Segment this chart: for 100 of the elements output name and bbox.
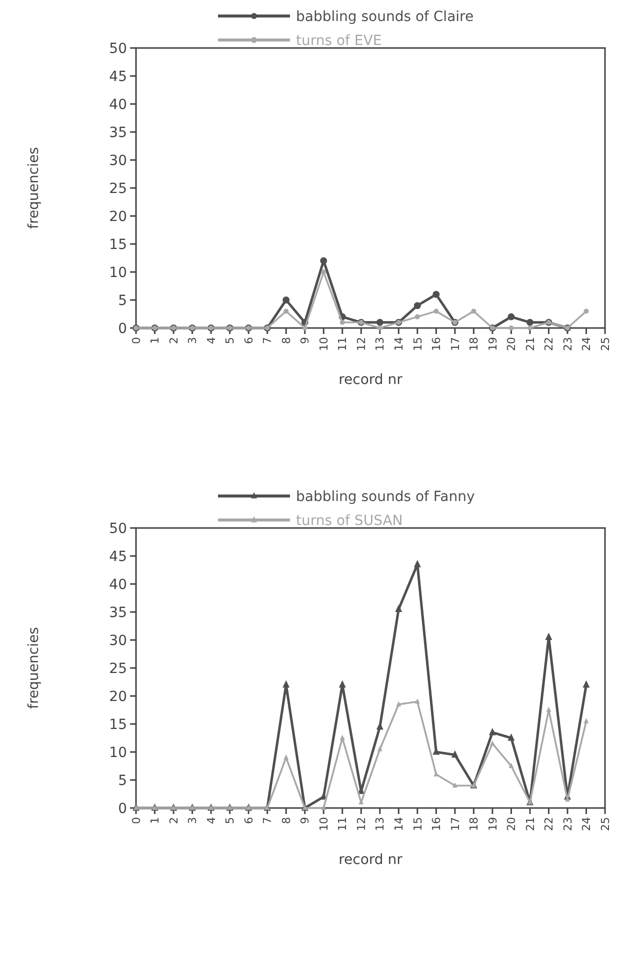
- point: [320, 257, 328, 264]
- x-tick-label: 10: [317, 337, 330, 351]
- x-tick-label: 4: [204, 817, 218, 824]
- y-tick-label: 45: [109, 68, 127, 85]
- x-tick-label: 17: [448, 817, 462, 831]
- x-tick-label: 24: [580, 817, 594, 831]
- point: [490, 740, 495, 746]
- y-tick-label: 30: [109, 152, 127, 169]
- point: [527, 326, 532, 330]
- point: [414, 302, 421, 310]
- x-tick-label: 8: [280, 817, 293, 824]
- y-tick-label: 20: [109, 688, 127, 705]
- y-axis-title: frequencies: [26, 627, 42, 709]
- point: [321, 804, 326, 810]
- point: [508, 326, 514, 330]
- y-axis-title: frequencies: [26, 147, 42, 229]
- y-tick-label: 50: [109, 40, 127, 57]
- y-tick-label: 10: [109, 264, 127, 281]
- y-tick-label: 30: [109, 632, 127, 649]
- x-tick-label: 16: [430, 817, 444, 831]
- x-tick-label: 17: [448, 337, 462, 351]
- x-tick-label: 2: [167, 817, 180, 824]
- point: [376, 318, 384, 326]
- x-tick-label: 15: [411, 817, 424, 831]
- x-tick-label: 9: [298, 817, 312, 824]
- point: [377, 326, 382, 330]
- point: [340, 734, 345, 740]
- point: [508, 313, 515, 320]
- y-tick-label: 10: [109, 744, 127, 761]
- y-tick-label: 15: [109, 236, 127, 253]
- point: [488, 728, 496, 736]
- x-tick-label: 10: [317, 817, 330, 831]
- point: [358, 799, 364, 804]
- x-tick-label: 14: [392, 337, 406, 351]
- x-tick-label: 23: [561, 817, 574, 831]
- x-tick-label: 5: [224, 817, 237, 824]
- x-tick-label: 24: [580, 337, 594, 351]
- point: [414, 698, 420, 704]
- x-tick-label: 20: [505, 817, 518, 831]
- x-tick-label: 3: [186, 817, 200, 824]
- x-tick-label: 13: [374, 817, 387, 831]
- text: turns of SUSAN: [296, 513, 403, 529]
- point: [432, 290, 440, 298]
- point: [396, 701, 402, 706]
- x-tick-label: 9: [298, 337, 312, 344]
- point: [451, 750, 458, 758]
- point: [376, 722, 384, 730]
- point: [584, 308, 589, 314]
- y-tick-label: 50: [109, 520, 127, 537]
- text: turns of EVE: [296, 33, 382, 49]
- x-axis-title: record nr: [338, 852, 403, 868]
- point: [414, 314, 420, 320]
- x-tick-label: 19: [486, 337, 500, 351]
- y-tick-label: 15: [109, 716, 127, 733]
- x-tick-label: 6: [242, 337, 256, 344]
- x-tick-label: 12: [354, 337, 368, 351]
- point: [284, 754, 289, 760]
- y-tick-label: 20: [109, 208, 127, 225]
- y-tick-label: 5: [118, 772, 127, 789]
- point: [584, 718, 589, 724]
- point: [471, 308, 476, 314]
- text: babbling sounds of Fanny: [296, 489, 475, 505]
- x-tick-label: 7: [261, 817, 274, 824]
- y-tick-label: 35: [109, 604, 127, 621]
- x-tick-label: 0: [130, 337, 143, 344]
- x-tick-label: 3: [186, 337, 200, 344]
- x-tick-label: 7: [261, 337, 274, 344]
- x-tick-label: 0: [130, 817, 143, 824]
- point: [302, 326, 308, 330]
- point: [282, 680, 290, 688]
- x-tick-label: 6: [242, 817, 256, 824]
- x-tick-label: 2: [167, 337, 180, 344]
- y-tick-label: 40: [109, 96, 127, 113]
- x-tick-label: 21: [524, 817, 537, 831]
- point: [546, 706, 552, 712]
- point: [545, 632, 552, 640]
- y-tick-label: 35: [109, 124, 127, 141]
- x-tick-label: 21: [524, 337, 537, 351]
- y-tick-label: 45: [109, 548, 127, 565]
- x-tick-label: 5: [224, 337, 237, 344]
- y-tick-label: 40: [109, 576, 127, 593]
- x-tick-label: 11: [336, 817, 350, 831]
- text: babbling sounds of Claire: [296, 9, 474, 25]
- point: [321, 270, 326, 274]
- point: [395, 604, 402, 612]
- x-tick-label: 12: [354, 817, 368, 831]
- x-tick-label: 14: [392, 817, 406, 831]
- x-tick-label: 18: [468, 337, 481, 351]
- point: [282, 296, 290, 304]
- x-tick-label: 1: [148, 817, 162, 824]
- point: [452, 782, 458, 788]
- x-tick-label: 25: [598, 817, 612, 831]
- x-tick-label: 22: [542, 817, 556, 831]
- y-tick-label: 25: [109, 180, 127, 197]
- x-tick-label: 4: [204, 337, 218, 344]
- point: [414, 560, 421, 568]
- x-tick-label: 1: [148, 337, 162, 344]
- point: [508, 733, 515, 741]
- x-tick-label: 22: [542, 337, 556, 351]
- point: [340, 320, 345, 325]
